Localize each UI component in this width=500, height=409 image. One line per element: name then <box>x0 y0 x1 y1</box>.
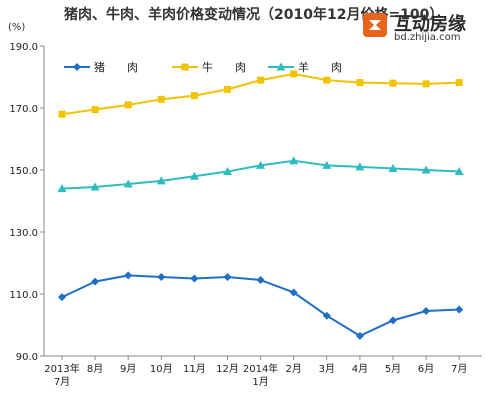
y-tick-label: 90.0 <box>16 352 38 363</box>
x-tick-label: 4月 <box>352 363 368 375</box>
chart-title: 猪肉、牛肉、羊肉价格变动情况（2010年12月价格=100） <box>64 7 444 23</box>
pork-point <box>91 277 100 286</box>
mutton-legend-marker <box>276 62 286 71</box>
pork-point <box>322 311 331 320</box>
beef-point <box>257 76 265 84</box>
y-tick-label: 130.0 <box>9 228 38 239</box>
beef-point <box>422 80 430 88</box>
x-tick-label: 7月 <box>54 376 70 388</box>
beef-point <box>455 79 463 87</box>
mutton-point <box>156 176 166 185</box>
beef-point <box>290 70 298 78</box>
watermark-logo-icon <box>363 13 387 37</box>
beef-point <box>323 76 331 84</box>
beef-point <box>124 101 132 109</box>
mutton-point <box>189 171 199 180</box>
mutton-legend-label: 羊 肉 <box>298 60 342 74</box>
mutton-point <box>90 182 100 191</box>
beef-point <box>190 92 198 100</box>
beef-point <box>58 110 66 118</box>
beef-legend-label: 牛 肉 <box>202 60 246 74</box>
y-tick-label: 170.0 <box>9 104 38 115</box>
pork-legend-marker <box>73 63 81 71</box>
beef-point <box>224 85 231 93</box>
x-tick-label: 8月 <box>87 363 103 375</box>
mutton-point <box>223 167 232 176</box>
x-tick-label: 3月 <box>319 363 335 375</box>
mutton-point <box>388 163 398 172</box>
pork-point <box>289 288 298 297</box>
pork-legend-label: 猪 肉 <box>94 61 138 74</box>
beef-point <box>389 79 397 87</box>
watermark-url: bd.zhijia.com <box>394 32 461 43</box>
x-tick-label: 12月 <box>216 363 239 375</box>
pork-point <box>157 272 166 281</box>
mutton-point <box>355 162 365 171</box>
x-tick-label: 7月 <box>451 363 467 375</box>
x-tick-label: 10月 <box>150 363 173 375</box>
x-tick-label: 11月 <box>183 363 206 375</box>
pork-point <box>389 316 397 325</box>
pork-point <box>256 276 265 285</box>
pork-point <box>422 307 431 316</box>
beef-point <box>157 95 165 103</box>
pork-point <box>223 272 232 281</box>
mutton-point <box>322 160 332 169</box>
mutton-point <box>256 160 266 169</box>
mutton-point <box>57 184 67 193</box>
pork-point <box>455 305 464 314</box>
beef-point <box>91 106 99 114</box>
pork-point <box>58 293 66 302</box>
mutton-point <box>289 156 299 165</box>
y-tick-label: 110.0 <box>9 290 38 301</box>
mutton-point <box>454 167 464 176</box>
pork-point <box>190 274 199 283</box>
x-tick-label: 5月 <box>385 363 401 375</box>
x-tick-label: 1月 <box>252 376 268 388</box>
x-tick-label: 6月 <box>418 363 434 375</box>
x-tick-label: 9月 <box>120 363 136 375</box>
y-tick-label: 150.0 <box>9 166 38 177</box>
mutton-point <box>421 165 431 174</box>
beef-legend-marker <box>181 63 189 71</box>
x-tick-label: 2014年 <box>243 362 278 375</box>
watermark: 互动房缘 bd.zhijia.com <box>362 10 494 46</box>
mutton-point <box>123 179 133 188</box>
x-tick-label: 2013年 <box>44 362 79 375</box>
y-axis-unit: (%) <box>8 22 26 33</box>
pork-point <box>355 331 364 340</box>
beef-point <box>356 79 364 87</box>
x-tick-label: 2月 <box>286 363 302 375</box>
pork-line <box>61 274 460 337</box>
pork-point <box>124 271 133 280</box>
y-tick-label: 190.0 <box>9 42 38 53</box>
watermark-brand: 互动房缘 <box>394 14 466 35</box>
